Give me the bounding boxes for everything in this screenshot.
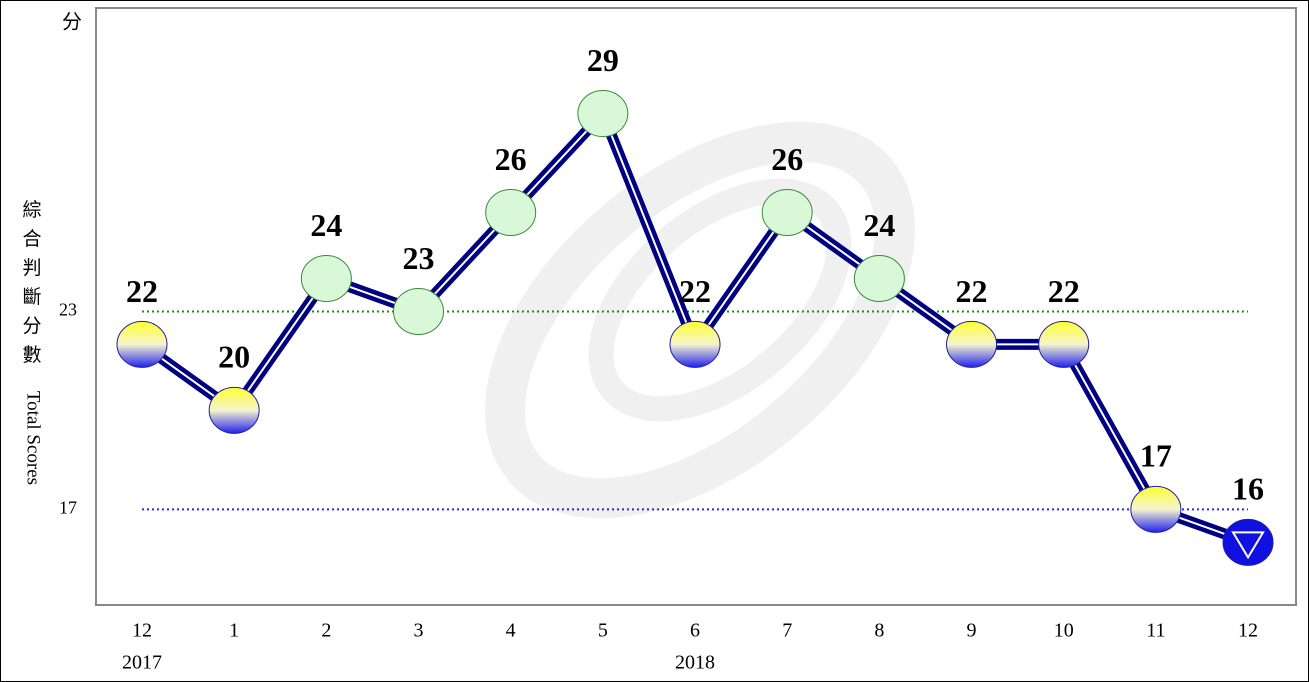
marker bbox=[116, 320, 168, 368]
x-tick-label: 4 bbox=[506, 620, 516, 642]
data-label: 22 bbox=[1048, 273, 1080, 309]
data-label: 22 bbox=[126, 273, 158, 309]
data-label: 24 bbox=[863, 207, 895, 243]
x-year-label: 2017 bbox=[122, 652, 162, 674]
y-tick-label: 17 bbox=[59, 497, 77, 517]
marker bbox=[946, 320, 998, 368]
marker bbox=[1222, 518, 1274, 566]
x-tick-label: 10 bbox=[1054, 620, 1074, 642]
x-tick-label: 5 bbox=[598, 620, 608, 642]
marker bbox=[853, 254, 905, 302]
x-tick-label: 7 bbox=[782, 620, 792, 642]
marker bbox=[208, 386, 260, 434]
y-title-en: Total Scores bbox=[23, 391, 44, 485]
marker bbox=[485, 188, 537, 236]
data-label: 26 bbox=[771, 141, 803, 177]
marker bbox=[761, 188, 813, 236]
data-label: 20 bbox=[218, 339, 250, 375]
marker bbox=[669, 320, 721, 368]
data-label: 22 bbox=[679, 273, 711, 309]
plot-frame bbox=[95, 7, 1297, 606]
y-title: 綜合判斷分數 bbox=[22, 199, 41, 366]
data-label: 16 bbox=[1232, 471, 1264, 507]
watermark bbox=[484, 121, 916, 519]
data-label: 29 bbox=[587, 42, 619, 78]
y-tick-label: 23 bbox=[59, 300, 77, 320]
x-tick-label: 11 bbox=[1146, 620, 1165, 642]
marker bbox=[1130, 485, 1182, 533]
marker bbox=[1038, 320, 1090, 368]
x-tick-label: 8 bbox=[874, 620, 884, 642]
x-tick-label: 1 bbox=[229, 620, 239, 642]
marker-triangle bbox=[1231, 531, 1265, 560]
x-tick-label: 6 bbox=[690, 620, 700, 642]
x-tick-label: 3 bbox=[414, 620, 424, 642]
y-unit: 分 bbox=[62, 11, 82, 34]
marker bbox=[393, 287, 445, 335]
x-year-label: 2018 bbox=[675, 652, 715, 674]
x-tick-label: 12 bbox=[132, 620, 152, 642]
x-tick-label: 9 bbox=[967, 620, 977, 642]
data-label: 23 bbox=[403, 240, 435, 276]
marker bbox=[300, 254, 352, 302]
data-label: 26 bbox=[495, 141, 527, 177]
data-label: 17 bbox=[1140, 438, 1172, 474]
x-tick-label: 2 bbox=[321, 620, 331, 642]
data-label: 24 bbox=[310, 207, 342, 243]
marker bbox=[577, 90, 629, 138]
data-label: 22 bbox=[956, 273, 988, 309]
x-tick-label: 12 bbox=[1238, 620, 1258, 642]
